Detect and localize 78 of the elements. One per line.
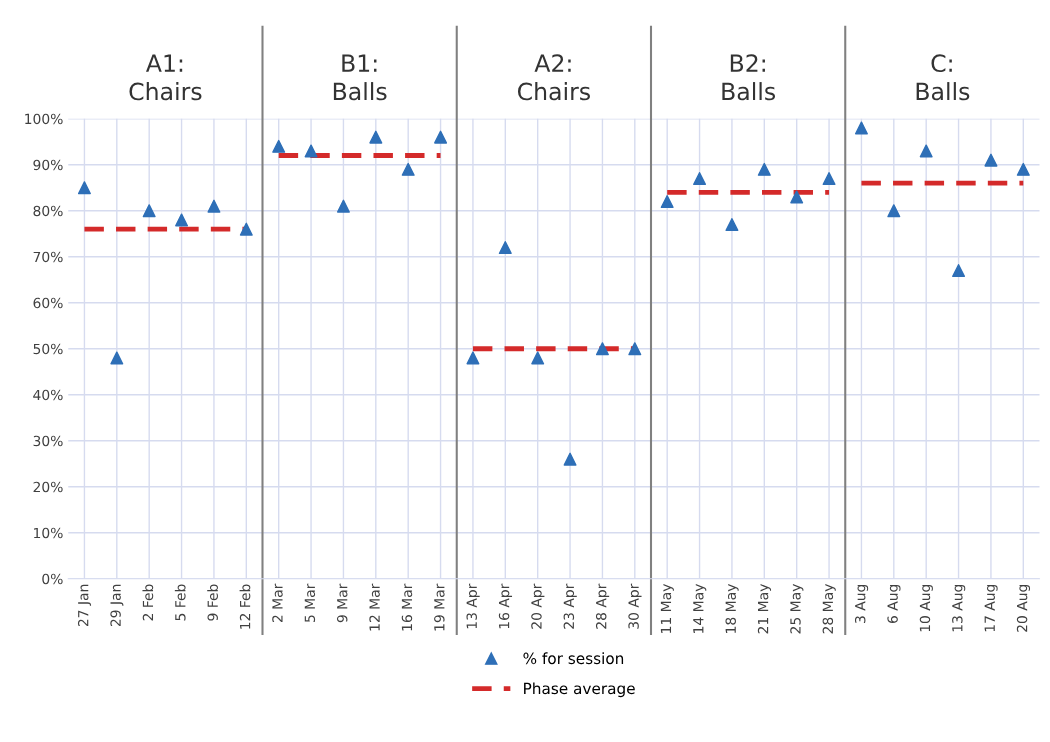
- point: [466, 351, 480, 365]
- x-tick-label: 16 Mar: [401, 583, 413, 631]
- point: [660, 195, 674, 209]
- x-tick-label: 12 Mar: [369, 583, 380, 631]
- y-tick-label: 90%: [33, 159, 63, 171]
- x-tick-label: 9 Mar: [336, 583, 348, 623]
- point: [854, 121, 868, 135]
- x-tick-label: 13 Aug: [952, 584, 966, 632]
- text: A2: Chairs: [517, 54, 590, 101]
- point: [628, 342, 642, 356]
- x-tick-label: 28 Apr: [595, 583, 610, 629]
- text: B2: Balls: [722, 54, 776, 101]
- x-tick-label: 23 Apr: [563, 583, 577, 629]
- x-tick-label: 17 Aug: [984, 584, 998, 632]
- text: A1: Chairs: [129, 54, 202, 101]
- x-tick-label: 2 Mar: [272, 583, 283, 623]
- y-tick-label: 40%: [33, 389, 63, 401]
- x-tick-label: 20 Apr: [531, 583, 545, 629]
- point: [1016, 162, 1030, 176]
- x-tick-label: 14 May: [693, 584, 707, 633]
- y-tick-label: 50%: [33, 343, 63, 355]
- x-tick-label: 11 May: [660, 584, 674, 633]
- x-tick-label: 19 Mar: [434, 583, 445, 631]
- point: [919, 144, 933, 158]
- point: [77, 181, 91, 195]
- point: [272, 139, 286, 153]
- point: [304, 144, 318, 158]
- text: B1: Balls: [333, 54, 387, 101]
- x-tick-label: 28 May: [822, 584, 836, 634]
- y-tick-label: 30%: [33, 435, 63, 447]
- x-tick-label: 5 Feb: [174, 584, 186, 621]
- point: [110, 351, 124, 365]
- x-tick-label: 20 Aug: [1016, 584, 1031, 632]
- x-tick-label: 29 Jan: [110, 584, 124, 627]
- x-tick-label: 10 Aug: [919, 584, 933, 632]
- point: [693, 172, 707, 186]
- x-tick-label: 6 Aug: [887, 584, 901, 624]
- text: C: Balls: [916, 54, 970, 101]
- x-tick-label: 12 Feb: [239, 584, 251, 629]
- point: [239, 222, 253, 236]
- y-tick-label: 10%: [34, 527, 63, 539]
- point: [725, 218, 739, 232]
- point: [369, 130, 383, 144]
- point: [563, 452, 577, 466]
- y-tick-label: 100%: [25, 113, 63, 125]
- x-tick-label: 27 Jan: [77, 584, 92, 627]
- point: [401, 162, 415, 176]
- point: [952, 264, 966, 278]
- x-tick-label: 25 May: [790, 584, 804, 634]
- point: [595, 342, 609, 356]
- legend-label: Phase average: [524, 682, 635, 698]
- point: [207, 199, 221, 213]
- y-tick-label: 70%: [33, 251, 63, 263]
- x-tick-label: 30 Apr: [628, 583, 642, 629]
- point: [531, 351, 545, 365]
- point: [790, 190, 804, 204]
- point: [887, 204, 901, 218]
- x-tick-label: 16 Apr: [498, 583, 513, 629]
- point: [984, 153, 998, 167]
- x-tick-label: 3 Aug: [854, 584, 869, 623]
- x-tick-label: 2 Feb: [142, 584, 154, 621]
- point: [175, 213, 189, 227]
- point: [822, 172, 836, 186]
- x-tick-label: 18 May: [725, 584, 739, 633]
- y-tick-label: 0%: [42, 573, 63, 585]
- point: [336, 199, 350, 213]
- x-tick-label: 9 Feb: [207, 584, 218, 621]
- y-tick-label: 60%: [33, 297, 63, 309]
- point: [757, 162, 771, 176]
- point: [434, 130, 448, 144]
- y-tick-label: 80%: [33, 205, 63, 217]
- legend-label: % for session: [523, 652, 624, 665]
- x-tick-label: 21 May: [757, 584, 772, 634]
- y-tick-label: 20%: [33, 481, 63, 493]
- x-tick-label: 5 Mar: [304, 583, 316, 622]
- point: [142, 204, 156, 218]
- point: [498, 241, 512, 255]
- x-tick-label: 13 Apr: [466, 583, 480, 629]
